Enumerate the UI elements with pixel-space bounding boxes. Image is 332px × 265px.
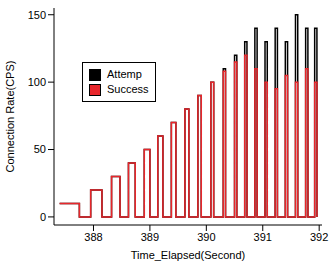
svg-text:0: 0 bbox=[40, 211, 46, 223]
svg-text:100: 100 bbox=[28, 76, 46, 88]
svg-text:391: 391 bbox=[254, 231, 272, 243]
svg-text:392: 392 bbox=[310, 231, 324, 243]
html-text:Attemp: Attemp bbox=[107, 68, 142, 80]
svg-text:Connection Rate(CPS): Connection Rate(CPS) bbox=[8, 61, 16, 173]
svg-text:Time_Elapsed(Second): Time_Elapsed(Second) bbox=[131, 249, 246, 261]
svg-text:50: 50 bbox=[34, 143, 46, 155]
svg-text:390: 390 bbox=[197, 231, 215, 243]
svg-text:389: 389 bbox=[141, 231, 159, 243]
svg-text:150: 150 bbox=[28, 9, 46, 21]
html-text:Success: Success bbox=[107, 83, 149, 95]
svg-text:388: 388 bbox=[84, 231, 102, 243]
